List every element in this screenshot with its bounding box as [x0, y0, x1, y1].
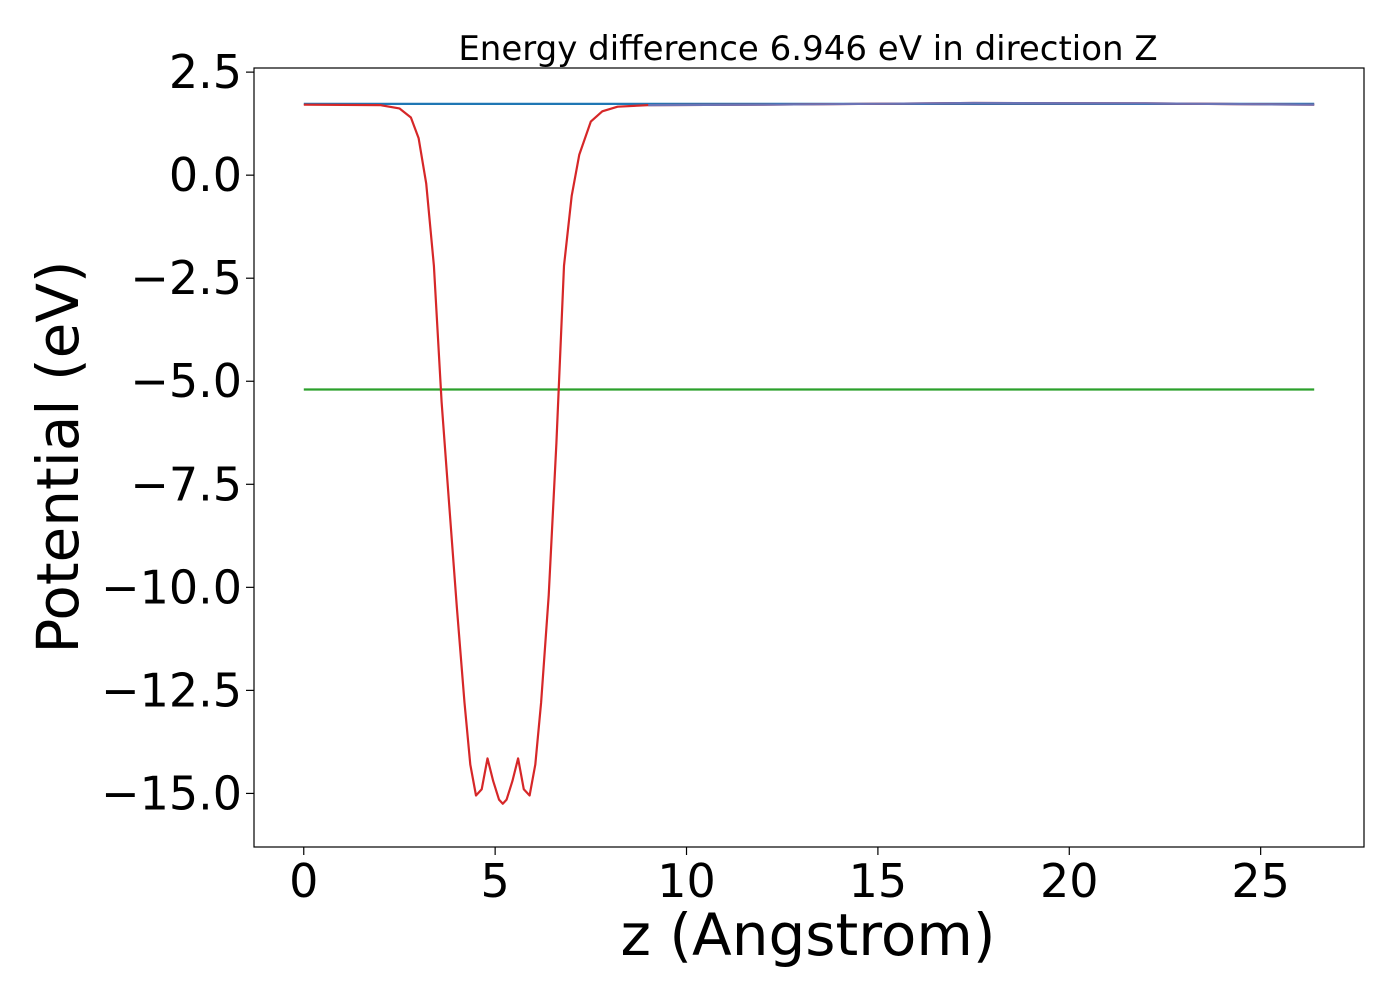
- y-tick-label: 2.5: [169, 45, 242, 99]
- y-tick-label: −7.5: [130, 457, 242, 511]
- series-line-4: [648, 101, 1315, 107]
- x-tick-label: 20: [1040, 854, 1099, 908]
- x-tick-label: 25: [1231, 854, 1290, 908]
- x-axis-ticks: 0 5 10 15 20 25: [289, 847, 1290, 908]
- y-axis-ticks: 2.5 0.0 −2.5 −5.0 −7.5 −10.0 −12.5 −15.0: [101, 45, 254, 820]
- y-tick-label: −5.0: [130, 354, 242, 408]
- chart-title: Energy difference 6.946 eV in direction …: [458, 29, 1157, 69]
- series-line-3: [303, 101, 1315, 805]
- y-tick-label: −12.5: [101, 663, 242, 717]
- y-tick-label: 0.0: [169, 148, 242, 202]
- plot-lines: [303, 101, 1315, 805]
- y-axis-label: Potential (eV): [24, 260, 92, 653]
- y-tick-label: −10.0: [101, 560, 242, 614]
- plot-frame: [253, 67, 1365, 848]
- x-tick-label: 10: [657, 854, 716, 908]
- y-tick-label: −2.5: [130, 251, 242, 305]
- x-axis-label: z (Angstrom): [621, 901, 996, 969]
- x-tick-label: 0: [289, 854, 318, 908]
- x-tick-label: 15: [849, 854, 908, 908]
- y-tick-label: −15.0: [101, 766, 242, 820]
- x-tick-label: 5: [480, 854, 509, 908]
